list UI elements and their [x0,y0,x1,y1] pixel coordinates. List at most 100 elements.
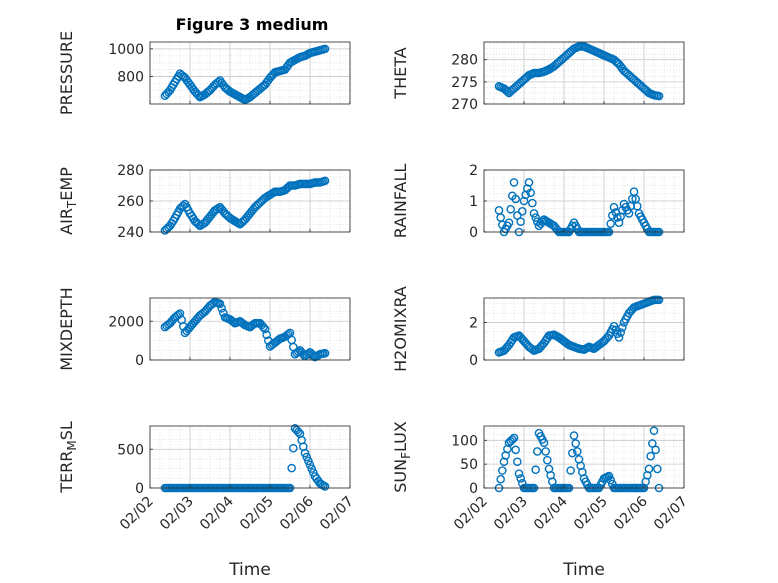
y-tick-label: 270 [451,97,478,113]
y-tick-label: 260 [117,194,144,210]
data-point [606,475,615,485]
x-tick-label: 02/06 [611,493,651,533]
data-point [320,176,330,186]
data-point [533,447,542,456]
data-point [516,474,525,483]
y-axis-label: THETA [391,47,410,99]
data-point [616,328,625,337]
data-point [571,439,580,448]
data-point [320,348,330,358]
data-point [541,447,550,456]
y-tick-label: 0 [469,225,478,241]
data-point [566,466,575,475]
x-tick-label: 02/04 [531,493,571,533]
data-point [649,426,659,436]
data-point [644,464,654,474]
data-point [320,482,330,491]
axes-box [149,425,351,489]
y-tick-label: 0 [469,481,478,497]
data-point [259,322,268,332]
data-point [262,330,271,340]
y-axis-label: TERRMSL [57,421,79,494]
x-tick-label: 02/06 [277,493,317,533]
data-point [307,464,316,473]
data-point [651,445,660,455]
data-point [513,457,522,467]
data-point [528,198,537,208]
x-tick-label: 02/04 [197,493,237,533]
data-point [604,471,614,481]
subplot-rainfall: 0 1 2 RAINFALL [391,163,685,241]
data-point [539,438,549,447]
y-tick-label: 500 [117,442,144,458]
data-point [304,456,313,466]
x-tick-label: 02/05 [237,494,277,534]
data-point [654,295,664,305]
data-point [496,474,505,484]
data-point [217,304,226,313]
subplot-mixdepth: 0 2000 MIXDEPTH [57,287,351,371]
data-point [648,439,657,448]
y-tick-label: 2000 [108,314,144,330]
data-point [653,464,662,474]
x-tick-label: 02/03 [491,494,531,534]
data-point [498,466,507,475]
subplot-pressure: 800 1000 PRESSURE [57,31,351,115]
axes-box [483,41,685,105]
y-tick-label: 50 [460,457,478,473]
data-point [514,469,524,478]
axes-box [149,297,351,361]
data-point [294,427,303,437]
y-tick-label: 240 [117,225,144,241]
subplot-sun-flux: 0 50 100 02/02 02/03 02/04 02/05 02/06 02/07 SUNF… [391,421,691,580]
y-axis-label: RAINFALL [391,164,410,239]
y-tick-label: 275 [451,75,478,91]
subplot-h2omixra: 0 2 H2OMIXRA [391,286,685,372]
subplot-theta: 270 275 280 THETA [391,41,685,113]
y-tick-label: 100 [451,433,478,449]
data-point [531,465,540,475]
y-tick-label: 2 [469,315,478,331]
subplot-air-temp: 240 260 280 AIRTEMP [57,163,351,241]
y-tick-label: 1000 [108,42,144,58]
y-tick-label: 2 [469,163,478,179]
data-point [305,460,315,470]
data-point [509,433,519,443]
data-point [289,443,298,453]
data-point [614,333,624,342]
data-point [509,178,519,187]
y-tick-label: 0 [135,481,144,497]
data-point [573,447,582,456]
data-point [508,435,517,444]
data-point [646,451,655,461]
y-tick-label: 800 [117,69,144,85]
figure-title: Figure 3 medium [176,15,329,34]
data-point [529,209,539,218]
data-point [606,219,615,229]
x-tick-label: 02/07 [651,494,691,534]
y-tick-label: 280 [451,53,478,69]
data-point [511,194,520,204]
x-axis-label: Time [228,560,271,580]
axes-box [483,297,685,361]
data-point [294,347,303,356]
data-point [506,204,515,214]
data-point [518,207,527,216]
axes-box [149,41,351,105]
y-axis-label: PRESSURE [57,31,76,115]
x-tick-label: 02/02 [117,494,157,534]
data-point [260,324,270,334]
y-tick-label: 280 [117,163,144,179]
y-axis-label: H2OMIXRA [391,286,410,372]
x-tick-label: 02/07 [317,494,357,534]
data-point [654,91,664,101]
data-point [511,445,520,455]
x-tick-label: 02/05 [571,494,611,534]
x-tick-label: 02/03 [157,494,197,534]
data-point [568,448,577,458]
subplot-terr-msl: 0 500 02/02 02/03 02/04 02/05 02/06 02/07 TERRMS… [57,421,357,580]
y-tick-label: 1 [469,194,478,210]
data-point [287,463,296,473]
data-point [618,323,627,332]
